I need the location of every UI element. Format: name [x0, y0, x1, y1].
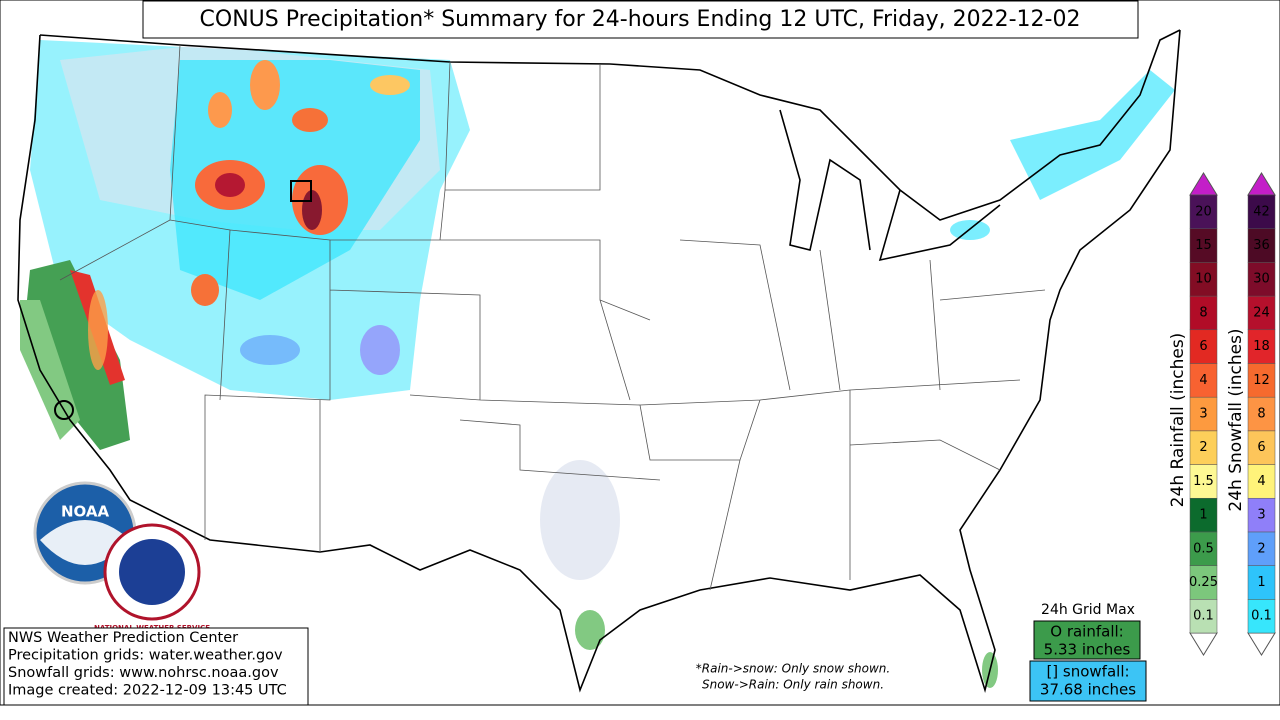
map-title: CONUS Precipitation* Summary for 24-hour… — [200, 7, 1081, 32]
colorbar-label: 1.5 — [1193, 474, 1214, 489]
credit-line: Image created: 2022-12-09 13:45 UTC — [8, 683, 287, 699]
colorbar-swatch — [1189, 430, 1218, 465]
colorbar-swatch — [1247, 464, 1276, 499]
colorbar-label: 0.1 — [1251, 609, 1272, 624]
colorbar-label: 2 — [1257, 541, 1265, 556]
colorbar-label: 1 — [1199, 508, 1207, 523]
colorbar-label: 2 — [1199, 440, 1207, 455]
note-line: Snow->Rain: Only rain shown. — [702, 678, 884, 692]
precip-field — [20, 40, 1175, 688]
colorbar-swatch — [1247, 531, 1276, 566]
colorbar-swatch — [1247, 396, 1276, 432]
grid-max-title: 24h Grid Max — [1041, 602, 1135, 618]
max-markers — [54, 180, 312, 420]
colorbar-label: 1 — [1257, 575, 1265, 590]
colorbar-label: 30 — [1253, 272, 1270, 287]
colorbar-label: 0.5 — [1193, 541, 1214, 556]
colorbar-swatch — [1247, 430, 1276, 465]
snow-max-label: [] snowfall: — [1046, 663, 1129, 681]
colorbar-swatch — [1189, 262, 1218, 297]
colorbar-swatch — [1189, 295, 1218, 331]
colorbar-title: 24h Snowfall (inches) — [1226, 328, 1246, 511]
colorbar-swatch — [1247, 329, 1276, 364]
colorbar-swatch — [1189, 599, 1218, 634]
credits-box — [3, 627, 309, 706]
noaa-logo-text: NOAA — [61, 503, 110, 521]
colorbar-label: 3 — [1199, 407, 1207, 422]
colorbar-swatch — [1189, 497, 1218, 533]
colorbar-swatch — [1247, 194, 1276, 229]
colorbar-label: 6 — [1199, 339, 1207, 354]
colorbar-label: 3 — [1257, 508, 1265, 523]
colorbar-label: 36 — [1253, 238, 1270, 253]
colorbar-swatch — [1247, 228, 1276, 263]
rain-max-box — [1033, 620, 1141, 660]
colorbar-label: 6 — [1257, 440, 1265, 455]
boundaries — [17, 29, 1181, 693]
colorbar-label: 0.1 — [1193, 609, 1214, 624]
colorbar-label: 18 — [1253, 339, 1270, 354]
colorbar-label: 42 — [1253, 204, 1270, 219]
colorbar-label: 15 — [1195, 238, 1212, 253]
title-box — [142, 0, 1139, 39]
colorbar-label: 4 — [1199, 373, 1207, 388]
rain-max-label: O rainfall: — [1050, 623, 1123, 641]
colorbar-swatch — [1189, 363, 1218, 398]
colorbar-title: 24h Rainfall (inches) — [1168, 333, 1188, 508]
colorbar-label: 8 — [1257, 407, 1265, 422]
snow-max-box — [1029, 660, 1147, 702]
colorbar-label: 8 — [1199, 305, 1207, 320]
colorbar-label: 20 — [1195, 204, 1212, 219]
colorbar-label: 24 — [1253, 305, 1270, 320]
colorbar-label: 0.25 — [1189, 575, 1218, 590]
colorbar-label: 4 — [1257, 474, 1265, 489]
colorbar-swatch — [1189, 194, 1218, 229]
colorbar-swatch — [1189, 565, 1218, 600]
colorbar-label: 10 — [1195, 272, 1212, 287]
logos: NOAA NATIONAL WEATHER SERVICE — [33, 481, 210, 632]
note-line: *Rain->snow: Only snow shown. — [696, 662, 890, 676]
snow-max-value: 37.68 inches — [1040, 681, 1136, 699]
credit-line: NWS Weather Prediction Center — [8, 630, 238, 646]
credit-line: Precipitation grids: water.weather.gov — [8, 648, 283, 664]
colorbar-swatch — [1247, 262, 1276, 297]
credit-line: Snowfall grids: www.nohrsc.noaa.gov — [8, 665, 279, 681]
rain-max-value: 5.33 inches — [1044, 641, 1131, 659]
colorbar-label: 12 — [1253, 373, 1270, 388]
